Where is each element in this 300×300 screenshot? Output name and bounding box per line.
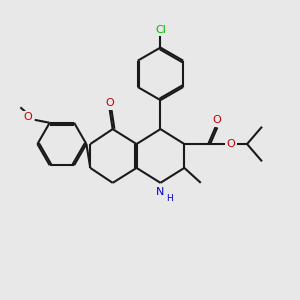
Text: O: O [105, 98, 114, 108]
Text: O: O [227, 139, 236, 149]
Text: N: N [156, 188, 165, 197]
Text: O: O [24, 112, 32, 122]
Text: H: H [166, 194, 172, 203]
Text: O: O [213, 115, 222, 125]
Text: Cl: Cl [155, 25, 166, 35]
